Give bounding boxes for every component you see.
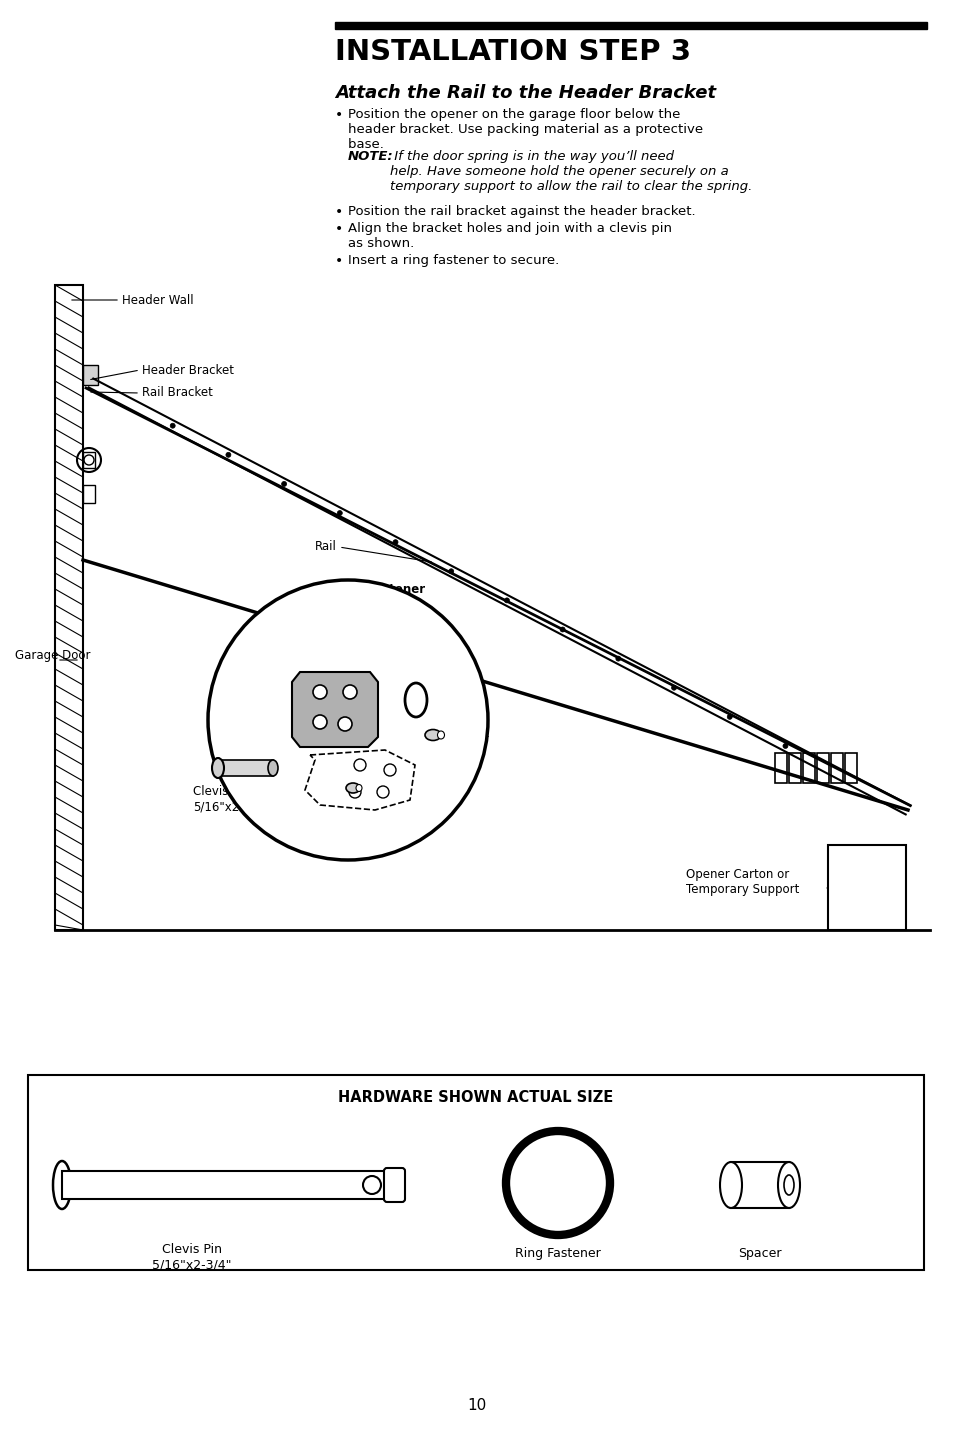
Text: •: • (335, 222, 343, 236)
Text: Rail: Rail (314, 541, 336, 554)
Circle shape (393, 539, 397, 545)
Circle shape (448, 568, 454, 574)
Text: Ring Fastener: Ring Fastener (515, 1246, 600, 1261)
Text: •: • (335, 253, 343, 268)
Bar (28, 1075, 923, 1269)
Bar (62, 1171, 401, 1199)
Circle shape (504, 598, 509, 602)
Text: Clevis Pin
5/16"x2-3/4": Clevis Pin 5/16"x2-3/4" (152, 1244, 232, 1271)
Circle shape (170, 424, 175, 428)
Circle shape (726, 714, 732, 720)
Text: 10: 10 (467, 1398, 486, 1412)
Circle shape (337, 511, 342, 515)
Circle shape (281, 481, 286, 487)
Bar (218, 760, 273, 776)
Bar (83, 452, 95, 468)
Circle shape (343, 685, 356, 698)
Text: Attach the Rail to the Header Bracket: Attach the Rail to the Header Bracket (335, 84, 716, 102)
Polygon shape (305, 750, 415, 810)
Bar (83, 485, 95, 504)
Bar (335, 21, 926, 29)
Ellipse shape (212, 758, 224, 778)
Bar (827, 844, 905, 930)
Ellipse shape (424, 730, 440, 740)
Circle shape (313, 685, 327, 698)
Ellipse shape (720, 1162, 741, 1208)
Text: Align the bracket holes and join with a clevis pin
as shown.: Align the bracket holes and join with a … (348, 222, 671, 250)
Circle shape (363, 1176, 380, 1193)
Text: Header Bracket: Header Bracket (142, 363, 233, 376)
Ellipse shape (53, 1161, 71, 1209)
Circle shape (376, 786, 389, 798)
Bar (55, 285, 83, 930)
Ellipse shape (783, 1175, 793, 1195)
Text: Rail Bracket: Rail Bracket (142, 386, 213, 399)
Ellipse shape (355, 784, 361, 791)
Circle shape (671, 685, 676, 690)
Ellipse shape (268, 760, 277, 776)
Circle shape (384, 764, 395, 776)
Text: Garage Door: Garage Door (15, 648, 91, 661)
Circle shape (559, 627, 564, 633)
Circle shape (226, 452, 231, 458)
Text: If the door spring is in the way you’ll need
help. Have someone hold the opener : If the door spring is in the way you’ll … (390, 150, 752, 193)
Text: Spacer: Spacer (738, 1246, 781, 1261)
Ellipse shape (778, 1162, 800, 1208)
Polygon shape (292, 673, 377, 747)
Circle shape (782, 744, 787, 748)
Circle shape (337, 717, 352, 731)
Bar (83, 365, 98, 385)
Text: •: • (335, 107, 343, 122)
Circle shape (208, 580, 488, 860)
FancyBboxPatch shape (384, 1168, 405, 1202)
Text: Clevis Pin
5/16"x2-3/4": Clevis Pin 5/16"x2-3/4" (193, 786, 268, 813)
Text: Spacer: Spacer (448, 734, 488, 747)
Text: Position the rail bracket against the header bracket.: Position the rail bracket against the he… (348, 205, 695, 218)
Text: HARDWARE SHOWN ACTUAL SIZE: HARDWARE SHOWN ACTUAL SIZE (338, 1089, 613, 1105)
Text: Header Bracket: Header Bracket (313, 607, 416, 620)
Text: Header Wall: Header Wall (122, 293, 193, 306)
Text: •: • (335, 205, 343, 219)
Text: Spacer: Spacer (302, 771, 343, 784)
Text: Opener Carton or
Temporary Support: Opener Carton or Temporary Support (685, 869, 799, 896)
Ellipse shape (346, 783, 359, 793)
Text: NOTE:: NOTE: (348, 150, 394, 163)
Circle shape (354, 758, 366, 771)
Circle shape (349, 786, 360, 798)
Text: INSTALLATION STEP 3: INSTALLATION STEP 3 (335, 39, 690, 66)
Text: Insert a ring fastener to secure.: Insert a ring fastener to secure. (348, 253, 558, 268)
Text: Position the opener on the garage floor below the
header bracket. Use packing ma: Position the opener on the garage floor … (348, 107, 702, 152)
Text: Ring Fastener: Ring Fastener (333, 584, 425, 597)
Ellipse shape (437, 731, 444, 738)
Circle shape (313, 716, 327, 728)
Circle shape (616, 655, 620, 661)
Text: Rail: Rail (355, 830, 377, 843)
Text: Rail
Bracket: Rail Bracket (355, 801, 401, 830)
